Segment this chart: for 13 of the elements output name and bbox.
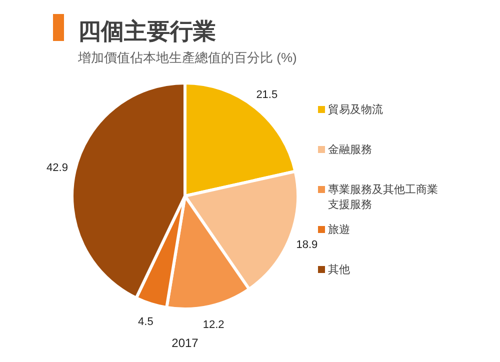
- data-label: 21.5: [256, 88, 278, 101]
- chart-title: 四個主要行業: [78, 18, 216, 44]
- data-label: 12.2: [202, 318, 224, 331]
- legend-label: 貿易及物流: [328, 103, 383, 116]
- legend-label: 金融服務: [328, 144, 372, 156]
- legend-label: 旅遊: [328, 223, 350, 236]
- legend-label: 專業服務及其他工商業支援服務: [328, 183, 438, 211]
- text: 2017: [172, 336, 199, 350]
- legend-label: 其他: [328, 263, 350, 276]
- data-label: 42.9: [46, 162, 68, 174]
- data-label: 18.9: [296, 238, 318, 251]
- chart-subtitle: 增加價值佔本地生產總值的百分比 (%): [77, 50, 297, 65]
- data-label: 4.5: [138, 316, 154, 328]
